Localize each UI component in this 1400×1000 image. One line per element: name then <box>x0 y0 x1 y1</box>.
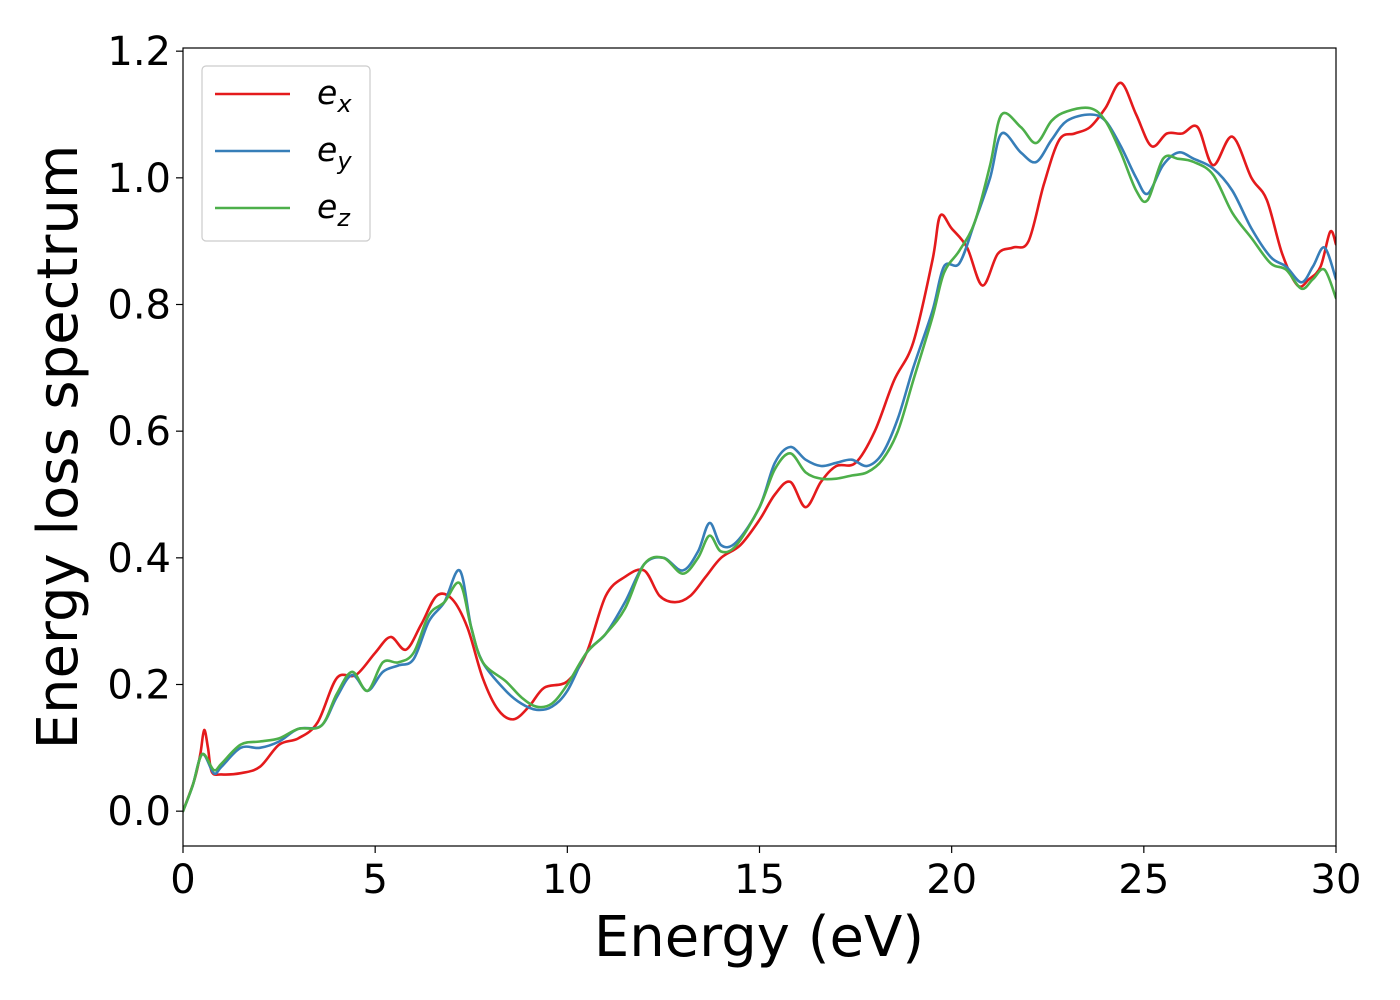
legend: ex ey ez <box>201 65 371 242</box>
x-tick-label: 20 <box>926 857 977 903</box>
series-layer <box>183 81 1336 813</box>
x-tick-label: 15 <box>734 857 785 903</box>
x-tick-label: 0 <box>170 857 195 903</box>
y-tick-label: 1.2 <box>107 29 171 75</box>
y-tick-label: 0.2 <box>107 663 171 709</box>
y-tick-label: 1.0 <box>107 156 171 202</box>
y-tick-label: 0.4 <box>107 536 171 582</box>
legend-label-y: ey <box>317 130 352 175</box>
legend-frame <box>201 65 371 242</box>
plot-background <box>183 48 1336 846</box>
y-tick-label: 0.6 <box>107 409 171 455</box>
y-tick-label: 0.8 <box>107 283 171 329</box>
x-tick-label: 5 <box>362 857 387 903</box>
x-tick-label: 25 <box>1118 857 1169 903</box>
series-line-z <box>183 106 1336 813</box>
legend-label-x: ex <box>317 73 352 118</box>
x-axis: 0 5 10 15 20 25 30 <box>170 846 1361 903</box>
x-tick-label: 30 <box>1311 857 1362 903</box>
y-axis: 0.0 0.2 0.4 0.6 0.8 1.0 1.2 <box>107 29 183 835</box>
y-axis-label: Energy loss spectrum <box>26 145 91 750</box>
legend-label-z: ez <box>317 187 351 232</box>
y-tick-label: 0.0 <box>107 789 171 835</box>
x-tick-label: 10 <box>542 857 593 903</box>
x-axis-label: Energy (eV) <box>594 905 924 970</box>
